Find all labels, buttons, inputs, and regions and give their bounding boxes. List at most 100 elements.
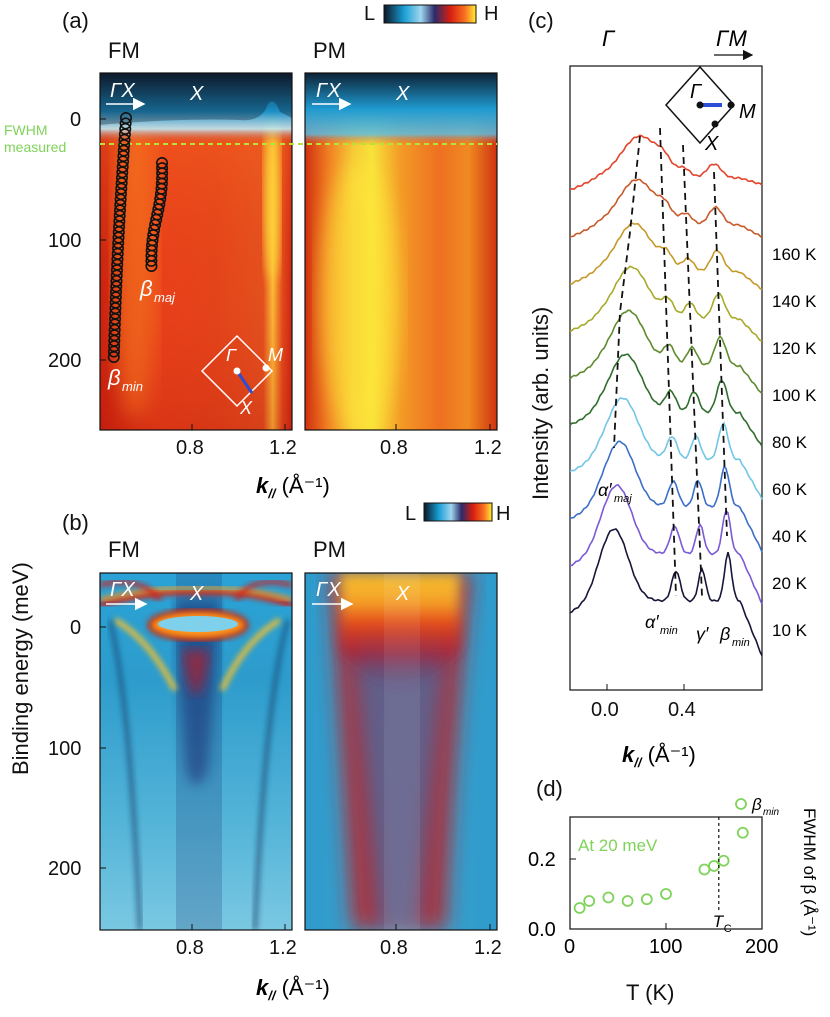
- panel-c-bz-inset: Γ M X: [664, 65, 756, 155]
- edc-curve: [569, 397, 763, 500]
- panel-d-point: [602, 891, 615, 904]
- panel-a-ytick-100: 100: [48, 230, 81, 252]
- beta-min-marker: [107, 350, 120, 363]
- temperature-label: 120 K: [772, 339, 817, 358]
- beta-maj-sub: maj: [154, 290, 176, 305]
- fwhm-note-line1: FWHM: [4, 122, 48, 138]
- panel-a-ytick-0: 0: [70, 109, 81, 131]
- beta-min-c-sub: min: [732, 637, 750, 649]
- panel-c-ylabel: Intensity (arb. units): [528, 307, 553, 500]
- beta-maj-label: β: [139, 276, 153, 301]
- panel-b-xlabel-k: k: [256, 975, 270, 1000]
- panel-d-ylabel: FWHM of β (Å⁻¹): [800, 808, 819, 936]
- panel-a-xtick-pm-12: 1.2: [474, 437, 502, 459]
- panel-d-legend: β: [751, 795, 762, 814]
- temperature-labels: 160 K 140 K 120 K 100 K 80 K 60 K 40 K 20 K 10 K: [772, 245, 817, 640]
- temperature-label: 80 K: [772, 433, 808, 452]
- beta-maj-markers: [145, 157, 169, 272]
- binding-energy-ylabel: Binding energy (meV): [8, 562, 33, 775]
- tc-label: T: [713, 912, 725, 931]
- panel-b-pm-map: [305, 573, 497, 930]
- panel-b-ytick-100: 100: [48, 738, 81, 760]
- panel-d-point: [583, 895, 596, 907]
- panel-c-axes: 0.0 0.4: [591, 684, 696, 721]
- edc-curve: [569, 134, 763, 191]
- panel-c-bz-gamma: Γ: [690, 81, 703, 103]
- alpha-min-sub: min: [660, 625, 678, 637]
- panel-b-ytick-200: 200: [48, 858, 81, 880]
- panel-a-bz-m: M: [268, 345, 283, 365]
- panel-c-frame: [569, 65, 763, 691]
- panel-c-xtick-00: 0.0: [591, 699, 619, 721]
- panel-d-point: [736, 826, 749, 839]
- panel-b-pm-gx: ΓX: [316, 579, 341, 601]
- temperature-label: 100 K: [772, 386, 817, 405]
- panel-c-xlabel-k: k: [622, 742, 636, 767]
- panel-a-axes: 0 100 200 0.8 1.2 0.8 1.2: [48, 109, 502, 459]
- edc-curve: [569, 440, 763, 553]
- gamma-prime-label: γ′: [696, 624, 709, 644]
- panel-b-fm-title: FM: [108, 537, 140, 562]
- panel-b-fm-gx: ΓX: [110, 579, 135, 601]
- panel-b-xlabel-unit: (Å⁻¹): [275, 975, 329, 1000]
- panel-d-label: (d): [536, 776, 563, 801]
- panel-b-pm-x: X: [395, 583, 410, 605]
- colorbar-b-low: L: [405, 503, 416, 525]
- colorbar-a: L H: [364, 3, 498, 25]
- alpha-maj-sub: maj: [614, 493, 632, 505]
- panel-b-fm-map: [100, 573, 292, 930]
- panel-a-fm-gx: ΓX: [110, 80, 135, 102]
- panel-a-bz-gamma: Γ: [226, 345, 237, 365]
- panel-d-axes: 0 100 200 0.0 0.2: [528, 849, 778, 958]
- panel-a-bz-x: X: [239, 398, 253, 418]
- panel-a-pm-gx: ΓX: [316, 80, 341, 102]
- panel-a-xlabel-sub: //: [267, 486, 277, 501]
- panel-d-xlabel: T (K): [626, 980, 674, 1005]
- panel-c-gm: ΓM: [716, 26, 748, 51]
- alpha-min-label: α′: [645, 612, 659, 632]
- panel-d-ytick: 0.2: [528, 849, 556, 871]
- panel-d-legend-sub: min: [763, 807, 780, 818]
- panel-a-fm-map: [100, 73, 292, 430]
- edc-curve: [569, 483, 763, 605]
- panel-d-annotation: At 20 meV: [578, 836, 658, 855]
- panel-a-ytick-200: 200: [48, 350, 81, 372]
- panel-b-xlabel: k// (Å⁻¹): [256, 975, 330, 1003]
- panel-a-pm-title: PM: [313, 38, 346, 63]
- temperature-label: 40 K: [772, 527, 808, 546]
- edc-curve: [569, 309, 763, 394]
- panel-c-bz-x: X: [704, 133, 719, 155]
- panel-a-label: (a): [62, 8, 89, 33]
- edc-curve: [569, 222, 763, 291]
- panel-a-xtick-fm-08: 0.8: [176, 437, 204, 459]
- panel-d-point: [640, 893, 653, 906]
- panel-d-point: [621, 895, 634, 907]
- panel-d-xtick: 100: [649, 936, 682, 958]
- panel-b-axes: 0 100 200 0.8 1.2 0.8 1.2: [48, 617, 502, 959]
- panel-b-xtick-fm-08: 0.8: [176, 937, 204, 959]
- panel-d-ytick: 0.0: [528, 919, 556, 941]
- panel-b-pm-title: PM: [313, 537, 346, 562]
- panel-d-point: [573, 902, 586, 914]
- temperature-label: 20 K: [772, 574, 808, 593]
- beta-min-markers: [107, 112, 133, 363]
- panel-d-frame: [569, 816, 763, 930]
- edc-curve: [569, 353, 763, 447]
- panel-c-xlabel: k// (Å⁻¹): [622, 742, 696, 770]
- panel-a-fm-title: FM: [108, 38, 140, 63]
- temperature-label: 60 K: [772, 480, 808, 499]
- panel-c-bz-m: M: [739, 101, 756, 123]
- panel-a-bz-inset: Γ M X: [200, 334, 283, 418]
- panel-c-label: (c): [528, 8, 554, 33]
- panel-c-xlabel-sub: //: [633, 755, 643, 770]
- panel-a-xlabel-k: k: [256, 473, 270, 498]
- panel-d-xtick: 0: [564, 936, 575, 958]
- panel-c-xtick-04: 0.4: [668, 699, 696, 721]
- panel-a-xlabel: k// (Å⁻¹): [256, 473, 330, 501]
- colorbar-b-high: H: [496, 503, 510, 525]
- alpha-maj-label: α′: [598, 480, 612, 500]
- panel-b-fm-x: X: [189, 583, 204, 605]
- temperature-label: 140 K: [772, 292, 817, 311]
- panel-c-gamma: Γ: [602, 26, 616, 51]
- panel-a-xtick-pm-08: 0.8: [380, 437, 408, 459]
